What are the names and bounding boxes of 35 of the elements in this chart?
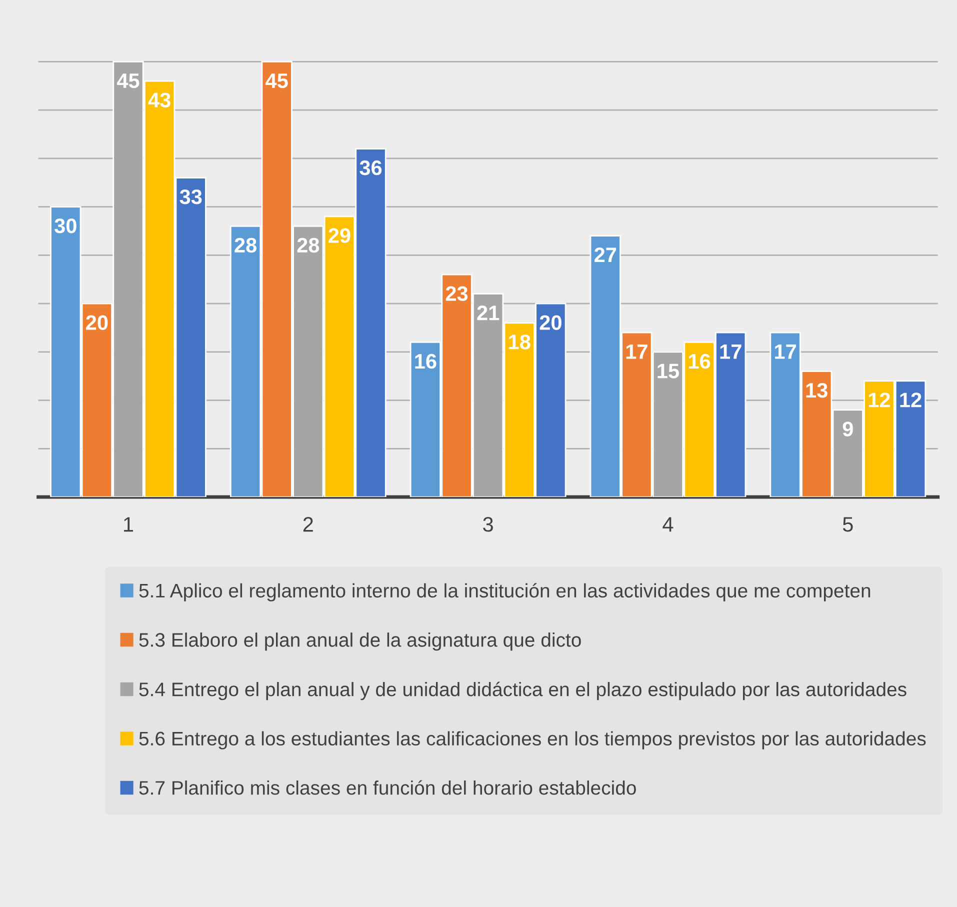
x-tick-label: 3 <box>483 517 493 532</box>
data-label: 12 <box>868 392 890 408</box>
data-label: 13 <box>806 382 828 398</box>
data-label: 33 <box>180 189 202 204</box>
data-label: 27 <box>594 248 616 262</box>
x-tick-label: 5 <box>842 517 853 532</box>
legend-label: 5.7 Planifico mis clases en función del horario establecido <box>139 780 636 795</box>
data-label: 30 <box>54 218 76 234</box>
data-label: 20 <box>540 315 562 330</box>
data-label: 17 <box>720 344 742 359</box>
data-label: 28 <box>297 238 320 253</box>
data-label: 9 <box>842 422 853 436</box>
legend-label: 5.4 Entrego el plan anual y de unidad didáctica en el plazo estipulado por las autoridades <box>139 682 906 700</box>
data-label: 16 <box>415 354 436 369</box>
data-label: 36 <box>360 160 382 176</box>
data-label: 16 <box>689 354 710 369</box>
data-label: 17 <box>775 344 796 359</box>
data-label: 43 <box>148 92 170 108</box>
data-label: 28 <box>234 238 256 253</box>
x-tick-label: 1 <box>124 517 134 532</box>
data-label: 17 <box>626 344 648 359</box>
data-label: 18 <box>509 334 530 350</box>
data-label: 45 <box>116 74 140 88</box>
legend-label: 5.1 Aplico el reglamento interno de la institución en las actividades que me competen <box>139 583 870 602</box>
data-label: 21 <box>477 306 500 320</box>
legend-label: 5.6 Entrego a los estudiantes las calificaciones en los tiempos previstos por las autoridades <box>139 731 926 750</box>
data-label: 20 <box>86 315 108 330</box>
x-tick-label: 2 <box>303 517 313 532</box>
legend-label: 5.3 Elaboro el plan anual de la asignatura que dicto <box>139 632 581 651</box>
data-label: 12 <box>900 392 922 408</box>
data-label: 15 <box>658 364 679 378</box>
data-label: 23 <box>446 286 468 301</box>
data-label: 45 <box>266 74 288 88</box>
x-tick-label: 4 <box>662 517 674 532</box>
data-label: 29 <box>328 228 350 243</box>
